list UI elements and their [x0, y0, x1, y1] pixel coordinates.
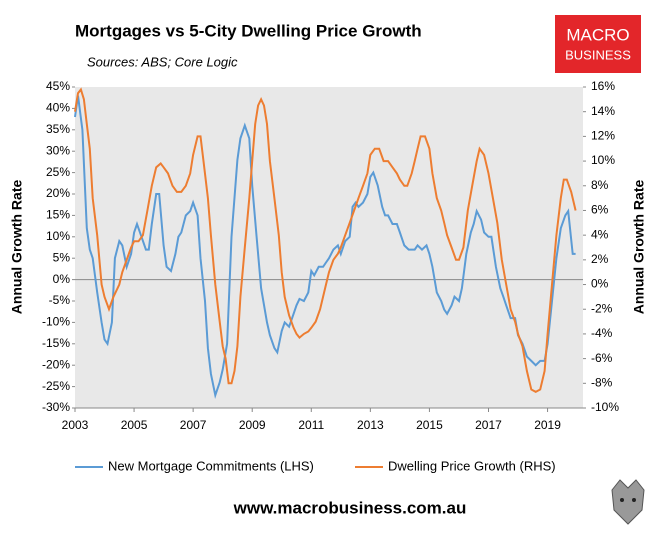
- legend-label: New Mortgage Commitments (LHS): [108, 458, 314, 473]
- logo-text: BUSINESS: [565, 47, 631, 62]
- y2-tick-label: -8%: [591, 375, 613, 389]
- y-axis-title: Annual Growth Rate: [9, 180, 25, 315]
- x-tick-label: 2013: [357, 418, 384, 432]
- y-tick-label: 5%: [53, 250, 71, 264]
- y-tick-label: 15%: [46, 208, 70, 222]
- x-tick-label: 2011: [298, 418, 324, 432]
- y2-tick-label: 0%: [591, 277, 609, 291]
- x-tick-label: 2005: [121, 418, 148, 432]
- y-tick-label: 30%: [46, 143, 70, 157]
- logo-box: [555, 15, 641, 73]
- y-tick-label: -5%: [49, 293, 71, 307]
- y-tick-label: -10%: [42, 315, 70, 329]
- y2-tick-label: -10%: [591, 400, 619, 414]
- y-tick-label: 25%: [46, 165, 70, 179]
- y-tick-label: 20%: [46, 186, 70, 200]
- y-tick-label: 10%: [46, 229, 70, 243]
- chart-title: Mortgages vs 5-City Dwelling Price Growt…: [75, 21, 422, 40]
- subtitle: Sources: ABS; Core Logic: [87, 54, 238, 69]
- y2-tick-label: -2%: [591, 301, 613, 315]
- wolf-icon: [611, 479, 645, 525]
- y2-tick-label: -6%: [591, 351, 613, 365]
- x-tick-label: 2017: [475, 418, 502, 432]
- y-tick-label: 45%: [46, 79, 70, 93]
- y2-tick-label: 16%: [591, 79, 615, 93]
- x-tick-label: 2015: [416, 418, 443, 432]
- series-line: [74, 87, 577, 394]
- y2-tick-label: 12%: [591, 129, 615, 143]
- website: www.macrobusiness.com.au: [233, 498, 467, 517]
- series-line: [74, 95, 576, 400]
- y2-tick-label: 2%: [591, 252, 609, 266]
- x-tick-label: 2019: [534, 418, 561, 432]
- y-tick-label: -15%: [42, 336, 70, 350]
- y-tick-label: -25%: [42, 379, 70, 393]
- y-tick-label: -20%: [42, 357, 70, 371]
- x-tick-label: 2007: [180, 418, 207, 432]
- y2-tick-label: 14%: [591, 104, 615, 118]
- y2-tick-label: 4%: [591, 227, 609, 241]
- y-tick-label: 0%: [53, 272, 71, 286]
- x-tick-label: 2003: [62, 418, 89, 432]
- y-tick-label: 35%: [46, 122, 70, 136]
- logo-text: MACRO: [566, 25, 629, 44]
- y2-tick-label: -4%: [591, 326, 613, 340]
- y-tick-label: 40%: [46, 101, 70, 115]
- y2-tick-label: 10%: [591, 153, 615, 167]
- y2-tick-label: 8%: [591, 178, 609, 192]
- legend-label: Dwelling Price Growth (RHS): [388, 458, 556, 473]
- y2-axis-title: Annual Growth Rate: [631, 180, 647, 315]
- x-tick-label: 2009: [239, 418, 266, 432]
- y2-tick-label: 6%: [591, 203, 609, 217]
- y-tick-label: -30%: [42, 400, 70, 414]
- plot-area: [75, 87, 583, 408]
